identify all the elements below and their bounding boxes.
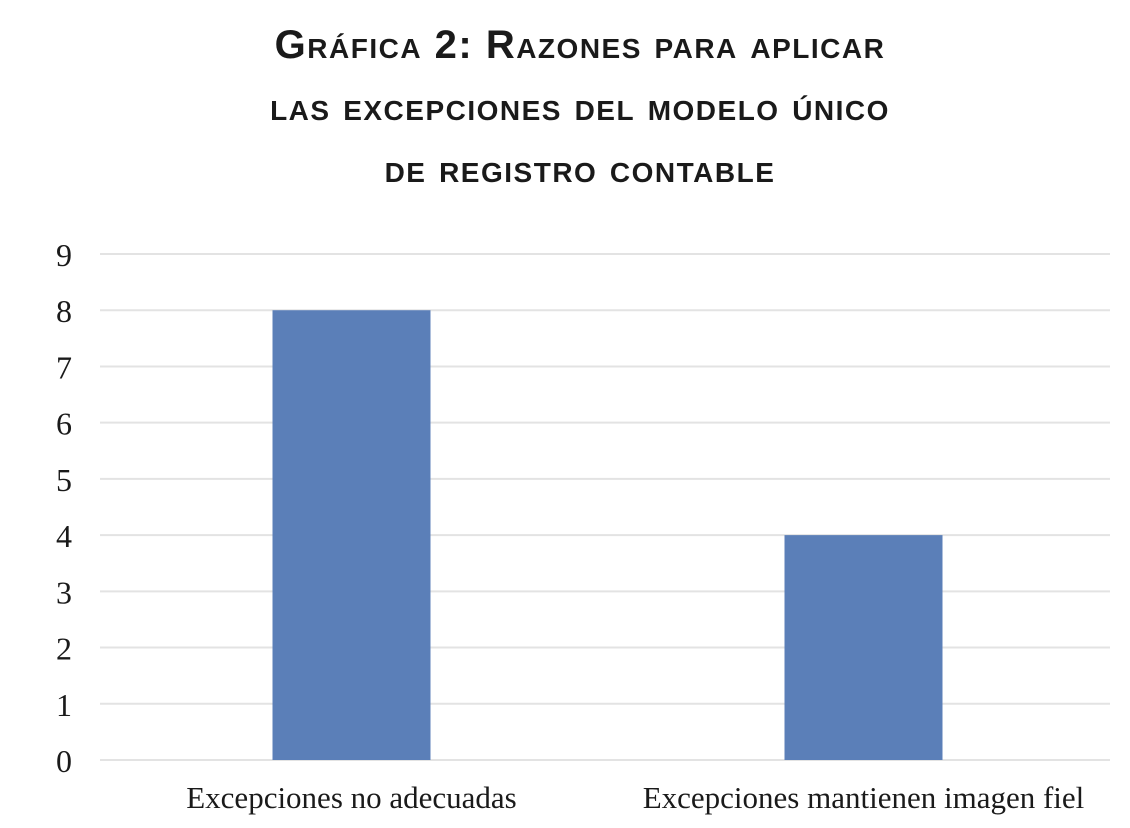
y-tick-label: 9 <box>56 237 72 273</box>
x-category-label: Excepciones no adecuadas <box>186 780 517 815</box>
y-tick-label: 1 <box>56 687 72 723</box>
y-tick-label: 4 <box>56 518 72 554</box>
x-category-label: Excepciones mantienen imagen fiel <box>643 780 1085 815</box>
y-tick-label: 6 <box>56 406 72 442</box>
y-tick-label: 8 <box>56 293 72 329</box>
y-tick-label: 2 <box>56 631 72 667</box>
y-tick-label: 5 <box>56 462 72 498</box>
y-tick-label: 7 <box>56 349 72 385</box>
chart-title-line-2: las excepciones del modelo único <box>270 85 890 129</box>
bar <box>272 310 431 760</box>
y-tick-label: 3 <box>56 574 72 610</box>
y-tick-label: 0 <box>56 743 72 779</box>
chart-title-line-3: de registro contable <box>384 147 776 191</box>
chart-title-line-1: Gráfica 2: Razones para aplicar <box>274 23 886 67</box>
bar <box>784 535 943 760</box>
chart-title: Gráfica 2: Razones para aplicar las exce… <box>0 14 1130 200</box>
